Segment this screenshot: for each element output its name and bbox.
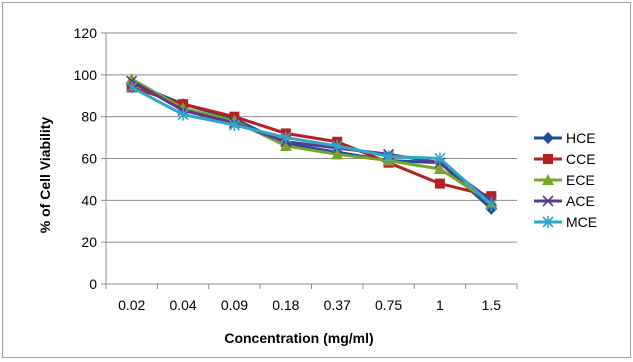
legend-marker	[542, 195, 554, 207]
y-tick-label: 80	[81, 109, 97, 125]
series-line-ace	[130, 79, 493, 202]
data-point-mce	[331, 139, 343, 152]
data-point-mce	[126, 81, 138, 94]
legend-item-mce: MCE	[534, 214, 597, 230]
data-point-mce	[485, 198, 497, 211]
data-point-mce	[280, 131, 292, 144]
legend-marker	[542, 132, 554, 144]
x-tick-label: 0.37	[324, 297, 351, 313]
y-tick-label: 40	[81, 192, 97, 208]
y-tick-label: 0	[89, 276, 97, 292]
x-axis-title: Concentration (mg/ml)	[224, 330, 373, 346]
axes: 0 20 40 60 80 100 120 0.02 0.04 0.09 0.18 0.37 0.75 1…	[74, 25, 518, 313]
x-tick-label: 0.04	[169, 297, 196, 313]
legend-label: ACE	[566, 193, 595, 209]
series-mce	[126, 81, 497, 211]
legend-label: ECE	[566, 172, 595, 188]
data-point-mce	[434, 152, 446, 165]
legend-marker	[543, 154, 553, 164]
y-tick-label: 20	[81, 234, 97, 250]
y-axis-title: % of Cell Viability	[37, 117, 53, 234]
legend-item-ace: ACE	[534, 193, 595, 209]
y-tick-label: 100	[74, 67, 98, 83]
x-tick-label: 0.18	[272, 297, 299, 313]
x-tick-label: 0.02	[118, 297, 145, 313]
legend-label: MCE	[566, 214, 597, 230]
legend-item-hce: HCE	[534, 130, 596, 146]
legend-item-ece: ECE	[534, 172, 595, 188]
legend: HCE CCE ECE ACE MCE	[534, 130, 597, 230]
data-point-cce	[434, 178, 445, 189]
legend-item-cce: CCE	[534, 151, 596, 167]
y-tick-label: 60	[81, 151, 97, 167]
legend-marker	[542, 174, 554, 185]
series-line-mce	[130, 86, 493, 206]
gridlines	[106, 32, 517, 243]
legend-label: CCE	[566, 151, 596, 167]
series-line-ece	[130, 77, 493, 204]
chart-frame: 0 20 40 60 80 100 120 0.02 0.04 0.09 0.18 0.37 0.75 1…	[2, 2, 631, 358]
y-tick-label: 120	[74, 25, 98, 41]
data-point-ece	[279, 139, 292, 151]
data-point-cce	[486, 191, 497, 202]
data-point-mce	[228, 119, 241, 132]
x-tick-label: 1.5	[482, 297, 502, 313]
data-point-ece	[433, 162, 446, 174]
series-line-cce	[131, 85, 492, 198]
legend-label: HCE	[566, 130, 596, 146]
series-layer	[125, 73, 498, 215]
x-tick-label: 0.75	[375, 297, 402, 313]
data-point-mce	[177, 108, 189, 121]
x-tick-label: 1	[436, 297, 444, 313]
data-point-ece	[331, 148, 344, 160]
x-tick-label: 0.09	[221, 297, 248, 313]
line-chart: 0 20 40 60 80 100 120 0.02 0.04 0.09 0.18 0.37 0.75 1…	[37, 25, 597, 346]
legend-marker	[542, 216, 554, 228]
data-point-mce	[382, 150, 395, 163]
